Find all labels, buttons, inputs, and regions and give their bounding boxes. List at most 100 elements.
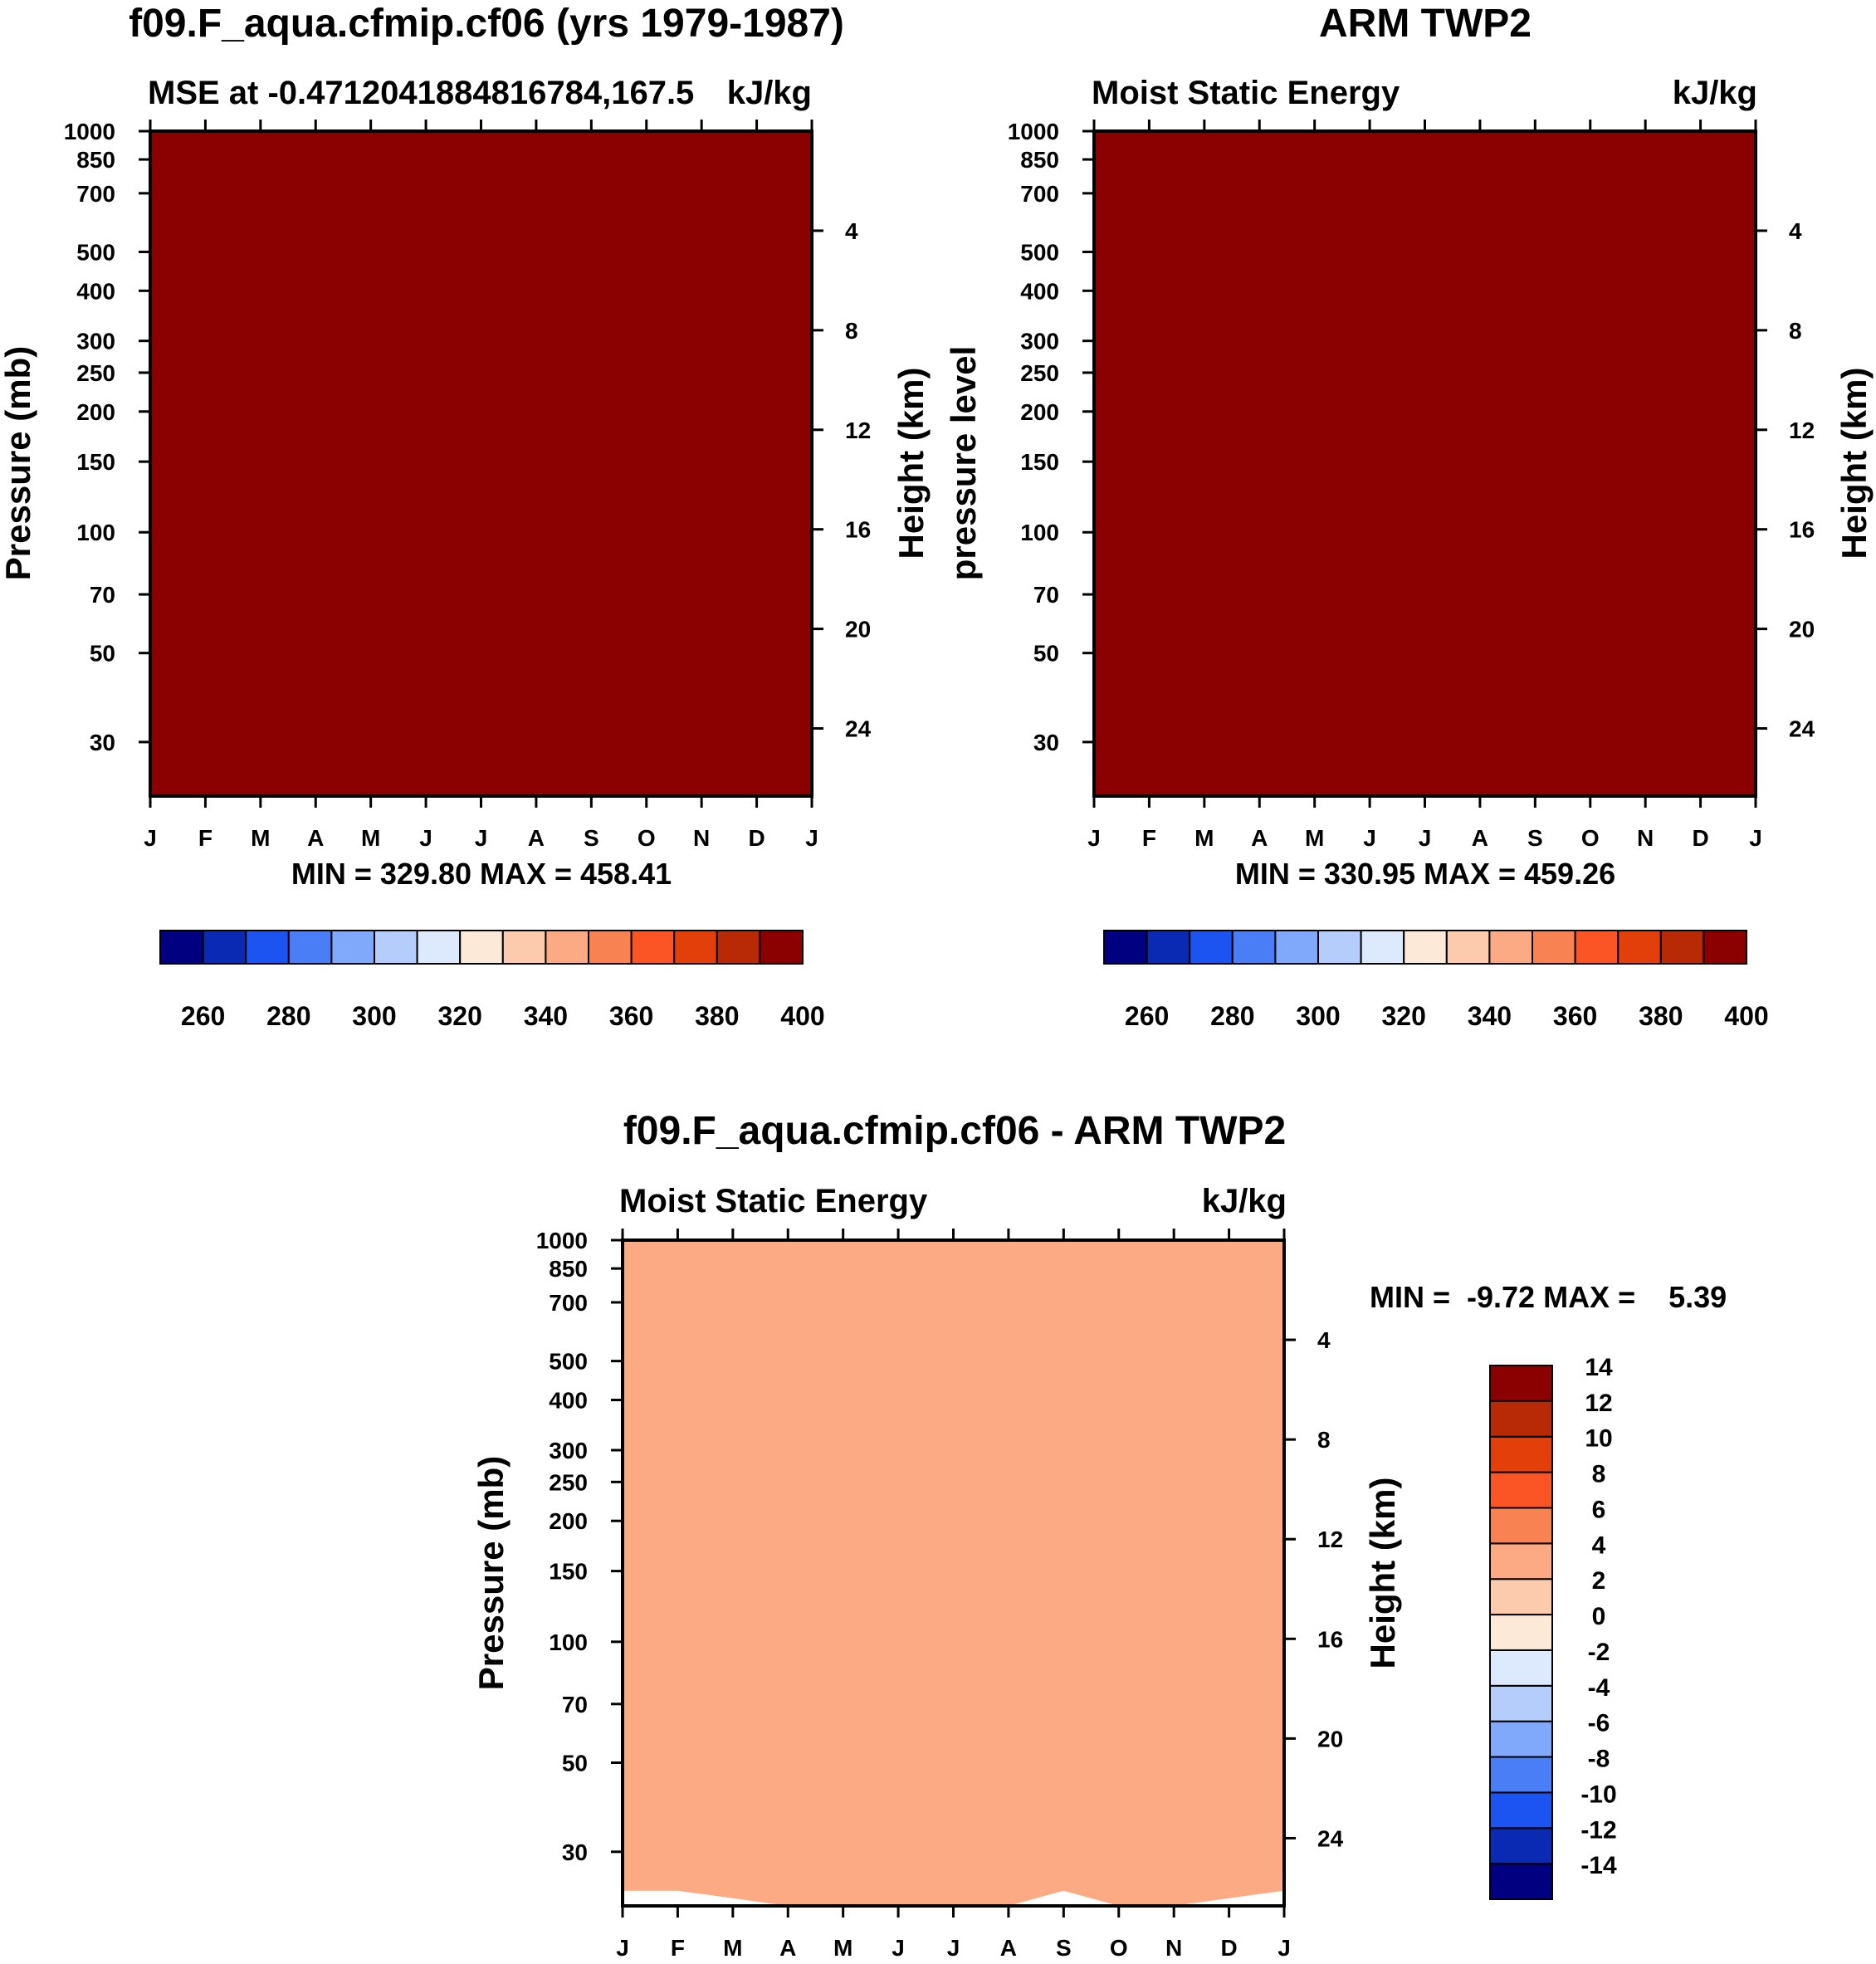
y2-tick-label: 4 bbox=[1317, 1327, 1331, 1353]
y2-axis-label: Height (km) bbox=[1363, 1478, 1402, 1669]
y2-tick-label: 16 bbox=[845, 517, 871, 543]
y2-tick-label: 24 bbox=[845, 716, 872, 742]
colorbar-box bbox=[330, 930, 375, 965]
x-tick-label: J bbox=[1363, 825, 1376, 851]
x-tick-label: O bbox=[1110, 1935, 1128, 1961]
x-tick-label: J bbox=[947, 1935, 960, 1961]
x-tick-label: J bbox=[475, 825, 488, 851]
x-tick-label: A bbox=[307, 825, 324, 851]
x-tick-label: M bbox=[1194, 825, 1214, 851]
colorbar-label: 300 bbox=[1296, 1001, 1340, 1031]
right-string: kJ/kg bbox=[1202, 1183, 1287, 1219]
colorbar-label: 8 bbox=[1592, 1461, 1606, 1488]
colorbar-box bbox=[287, 930, 333, 965]
colorbar-box bbox=[1489, 1507, 1553, 1545]
colorbar-label: 2 bbox=[1592, 1567, 1606, 1595]
contour-band bbox=[623, 1239, 1284, 1906]
colorbar-box bbox=[588, 930, 633, 965]
colorbar-label: 360 bbox=[1553, 1001, 1597, 1031]
x-tick-label: M bbox=[251, 825, 270, 851]
colorbar-box bbox=[202, 930, 247, 965]
colorbar-box bbox=[1489, 1542, 1553, 1580]
colorbar-label: 340 bbox=[524, 1001, 568, 1031]
colorbar-label: -8 bbox=[1588, 1746, 1610, 1773]
y-tick-label: 30 bbox=[1033, 730, 1059, 755]
y2-tick-label: 12 bbox=[845, 418, 871, 443]
y2-tick-label: 16 bbox=[1789, 517, 1815, 543]
y-tick-label: 50 bbox=[90, 641, 115, 667]
x-tick-label: M bbox=[833, 1935, 853, 1961]
y-tick-label: 200 bbox=[1020, 399, 1059, 425]
colorbar-label: -12 bbox=[1580, 1816, 1616, 1844]
colorbar-label: 0 bbox=[1592, 1603, 1606, 1630]
y-tick-label: 850 bbox=[76, 147, 115, 173]
x-tick-label: A bbox=[779, 1935, 796, 1961]
colorbar-label: -14 bbox=[1580, 1852, 1617, 1879]
y-axis-label: pressure level bbox=[944, 346, 983, 581]
colorbar-box bbox=[1489, 1435, 1553, 1473]
colorbar-label: 380 bbox=[695, 1001, 739, 1031]
x-tick-label: A bbox=[1251, 825, 1268, 851]
y-tick-label: 300 bbox=[1020, 329, 1059, 354]
y-tick-label: 150 bbox=[76, 449, 115, 475]
colorbar-box bbox=[1617, 930, 1662, 965]
colorbar-box bbox=[501, 930, 547, 965]
y2-tick-label: 12 bbox=[1789, 418, 1815, 443]
y-tick-label: 500 bbox=[549, 1349, 588, 1375]
colorbar-label: 300 bbox=[352, 1001, 396, 1031]
axis-ticks: J F M A M J J A S O N D J 30 50 70 100 150 200 250 300 400 500… bbox=[536, 1228, 1344, 1961]
y2-axis-label: Height (km) bbox=[1834, 368, 1874, 559]
y-tick-label: 400 bbox=[549, 1388, 588, 1414]
colorbar-label: 260 bbox=[181, 1001, 225, 1031]
colorbar-box bbox=[1274, 930, 1320, 965]
y-tick-label: 150 bbox=[549, 1559, 588, 1585]
colorbar-box bbox=[1532, 930, 1576, 965]
colorbar-box bbox=[545, 930, 590, 965]
x-tick-label: J bbox=[1419, 825, 1432, 851]
colorbar-box bbox=[1489, 1400, 1553, 1438]
y-tick-label: 700 bbox=[549, 1290, 588, 1316]
x-tick-label: N bbox=[1165, 1935, 1182, 1961]
colorbar-box bbox=[1445, 930, 1491, 965]
colorbar-label: 14 bbox=[1585, 1354, 1613, 1381]
contour-layers bbox=[1094, 130, 1756, 796]
y-tick-label: 100 bbox=[76, 520, 115, 545]
colorbar-label: 340 bbox=[1468, 1001, 1512, 1031]
colorbar-obs: 260 280 300 320 340 360 380 400 bbox=[1103, 930, 1769, 1031]
colorbar-box bbox=[245, 930, 290, 965]
colorbar-box bbox=[1489, 1614, 1553, 1651]
x-tick-label: O bbox=[638, 825, 656, 851]
colorbar-box bbox=[1489, 1827, 1553, 1865]
colorbar-box bbox=[1703, 930, 1747, 965]
contour-band bbox=[150, 130, 812, 796]
panel-model: f09.F_aqua.cfmip.cf06 (yrs 1979-1987) MS… bbox=[0, 2, 931, 891]
x-tick-label: M bbox=[361, 825, 380, 851]
panel-title: ARM TWP2 bbox=[1319, 2, 1532, 46]
y-tick-label: 1000 bbox=[536, 1228, 588, 1253]
x-tick-label: J bbox=[144, 825, 157, 851]
y-tick-label: 700 bbox=[1020, 181, 1059, 207]
axis-ticks: J F M A M J J A S O N D J 30 50 70 100 150 200 250 300 400 500… bbox=[64, 119, 872, 851]
right-string: kJ/kg bbox=[1673, 75, 1757, 111]
y-axis-label: Pressure (mb) bbox=[471, 1456, 511, 1690]
x-tick-label: F bbox=[1142, 825, 1156, 851]
x-tick-label: F bbox=[198, 825, 213, 851]
y2-tick-label: 4 bbox=[845, 218, 858, 244]
colorbar-label: 380 bbox=[1639, 1001, 1683, 1031]
colorbar-label: 400 bbox=[780, 1001, 824, 1031]
y-tick-label: 200 bbox=[549, 1508, 588, 1534]
y2-tick-label: 8 bbox=[1789, 318, 1802, 344]
colorbar-label: 12 bbox=[1585, 1390, 1612, 1417]
colorbar-box bbox=[1189, 930, 1234, 965]
colorbar-box bbox=[159, 930, 204, 965]
x-tick-label: J bbox=[805, 825, 818, 851]
y-tick-label: 1000 bbox=[1008, 119, 1059, 144]
x-tick-label: D bbox=[1692, 825, 1708, 851]
x-tick-label: F bbox=[671, 1935, 685, 1961]
colorbar-box bbox=[1317, 930, 1362, 965]
colorbar-box bbox=[1489, 1649, 1553, 1687]
y-tick-label: 70 bbox=[1033, 582, 1059, 608]
colorbar-label: 400 bbox=[1724, 1001, 1768, 1031]
y2-tick-label: 20 bbox=[1789, 617, 1815, 642]
